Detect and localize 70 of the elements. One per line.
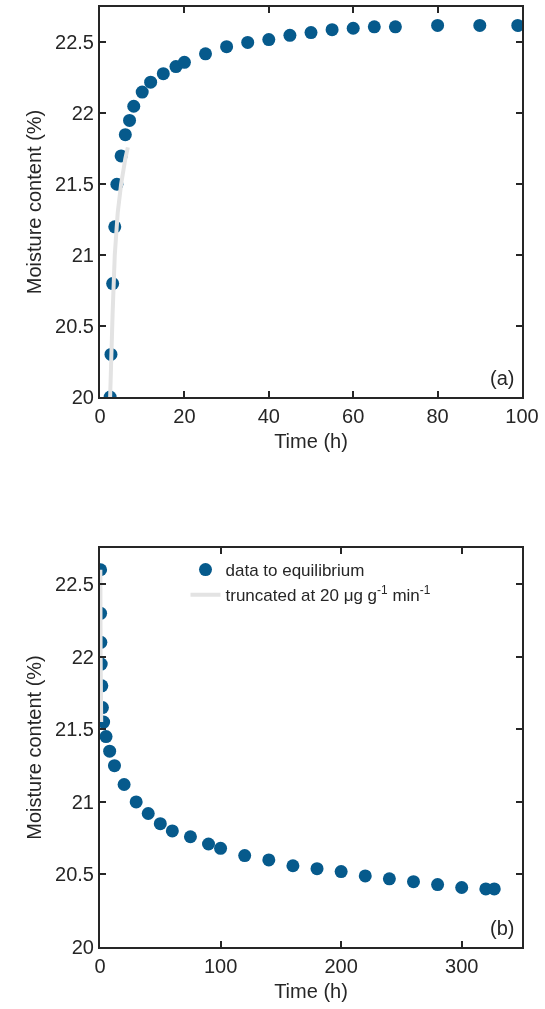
point [135,85,149,99]
point [431,878,445,892]
y-tick-label: 22 [71,645,94,668]
y-tick-label: 20 [71,386,94,408]
y-tick-label: 20.5 [55,315,94,338]
y-tick-label: 20 [71,936,94,958]
x-axis-title: Time (h) [274,430,348,452]
y-tick-label: 21 [71,244,94,267]
point [153,817,167,831]
point [358,869,372,883]
point [367,20,381,34]
x-tick-label: 0 [94,955,106,977]
point [407,875,420,889]
point [431,18,445,32]
point [262,853,276,867]
point [334,865,348,879]
point [220,40,234,54]
point [455,881,469,894]
point [100,730,113,744]
point [238,849,252,863]
annotation: (a) [490,367,515,389]
point [144,75,158,89]
x-axis-title: Time (h) [274,980,348,1002]
point [199,47,212,61]
y-axis-title: Moisture content (%) [23,109,46,295]
point [388,20,402,34]
point [473,18,487,32]
y-tick-label: 22.5 [55,31,94,54]
point [107,759,121,773]
point [304,26,318,40]
point [141,807,155,821]
x-tick-label: 80 [426,405,449,427]
point [117,778,131,791]
y-tick-label: 22.5 [55,573,94,596]
point [103,744,117,758]
point [346,21,360,35]
x-tick-label: 100 [203,955,238,977]
point [118,128,132,142]
point [129,795,143,809]
point [214,841,228,855]
point [325,23,339,37]
x-tick-label: 40 [257,405,280,427]
point [262,33,276,47]
point [310,862,324,876]
point [177,55,191,69]
point [165,824,179,838]
x-tick-label: 20 [173,405,196,427]
x-tick-label: 200 [324,955,358,977]
annotation: (b) [490,917,515,939]
y-axis-title: Moisture content (%) [23,655,46,840]
point [156,67,170,81]
point [382,872,396,886]
legend-label: truncated at 20 μg g$^{-1}$ min$^{-1}$ [225,583,431,606]
x-tick-label: 300 [445,955,479,977]
point [127,99,141,113]
point [241,35,255,49]
point [283,28,297,42]
x-tick-label: 60 [342,405,365,427]
point [202,837,216,851]
y-tick-label: 22 [71,102,94,125]
y-tick-label: 21 [71,790,94,813]
x-tick-label: 100 [505,405,539,427]
point [286,859,300,873]
x-tick-label: 0 [94,405,106,427]
y-tick-label: 21.5 [55,173,94,196]
point [123,113,137,127]
y-tick-label: 21.5 [55,718,94,741]
point [183,830,197,844]
y-tick-label: 20.5 [55,863,94,886]
legend-label: data to equilibrium [225,561,365,581]
